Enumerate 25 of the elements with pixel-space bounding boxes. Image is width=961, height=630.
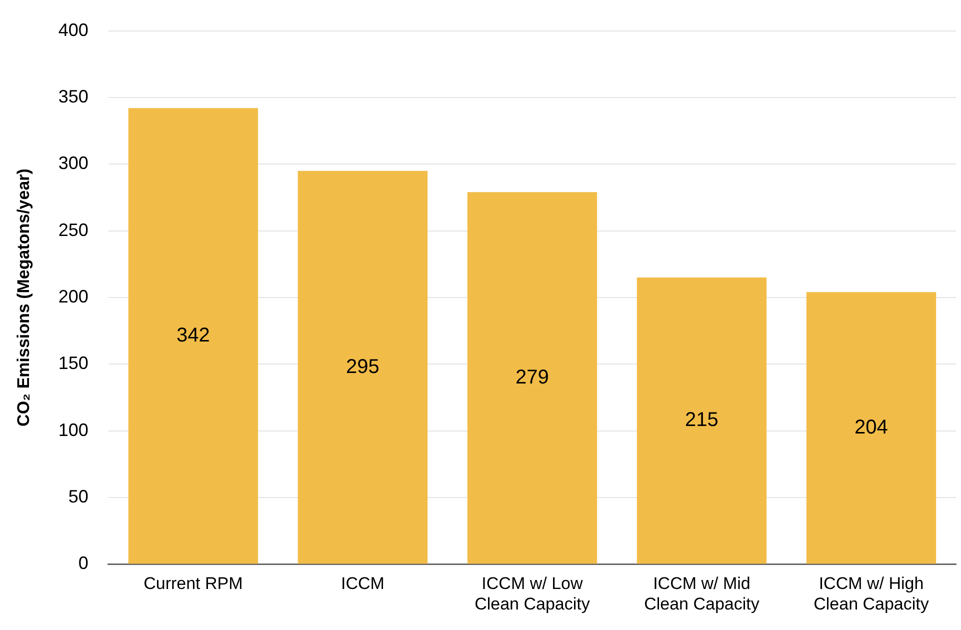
x-tick-label: ICCM xyxy=(340,574,384,594)
data-label: 215 xyxy=(685,409,718,432)
y-tick-label: 250 xyxy=(58,220,88,240)
data-label: 295 xyxy=(346,356,380,378)
x-tick-label: ICCM w/ Mid Clean Capacity xyxy=(644,574,760,614)
y-tick-label: 0 xyxy=(78,553,88,574)
y-tick-label: 400 xyxy=(58,20,88,40)
bar xyxy=(128,108,258,564)
y-tick-label: 200 xyxy=(58,286,88,306)
y-tick-label: 50 xyxy=(68,486,88,506)
x-tick-label: ICCM w/ Low Clean Capacity xyxy=(474,574,590,614)
data-label: 204 xyxy=(854,416,888,438)
y-axis-title: CO₂ Emissions (Megatons/year) xyxy=(14,168,33,426)
x-tick-label: ICCM w/ High Clean Capacity xyxy=(814,574,930,614)
x-tick-label: Current RPM xyxy=(144,574,243,594)
bar xyxy=(298,170,428,564)
y-tick-label: 300 xyxy=(58,153,88,174)
y-tick-label: 350 xyxy=(58,86,88,106)
bar xyxy=(467,192,598,564)
y-tick-label: 100 xyxy=(58,420,88,440)
bar xyxy=(636,278,767,564)
data-label: 279 xyxy=(516,366,549,388)
y-tick-label: 150 xyxy=(58,353,88,374)
data-label: 342 xyxy=(176,324,210,346)
bar xyxy=(806,292,936,564)
